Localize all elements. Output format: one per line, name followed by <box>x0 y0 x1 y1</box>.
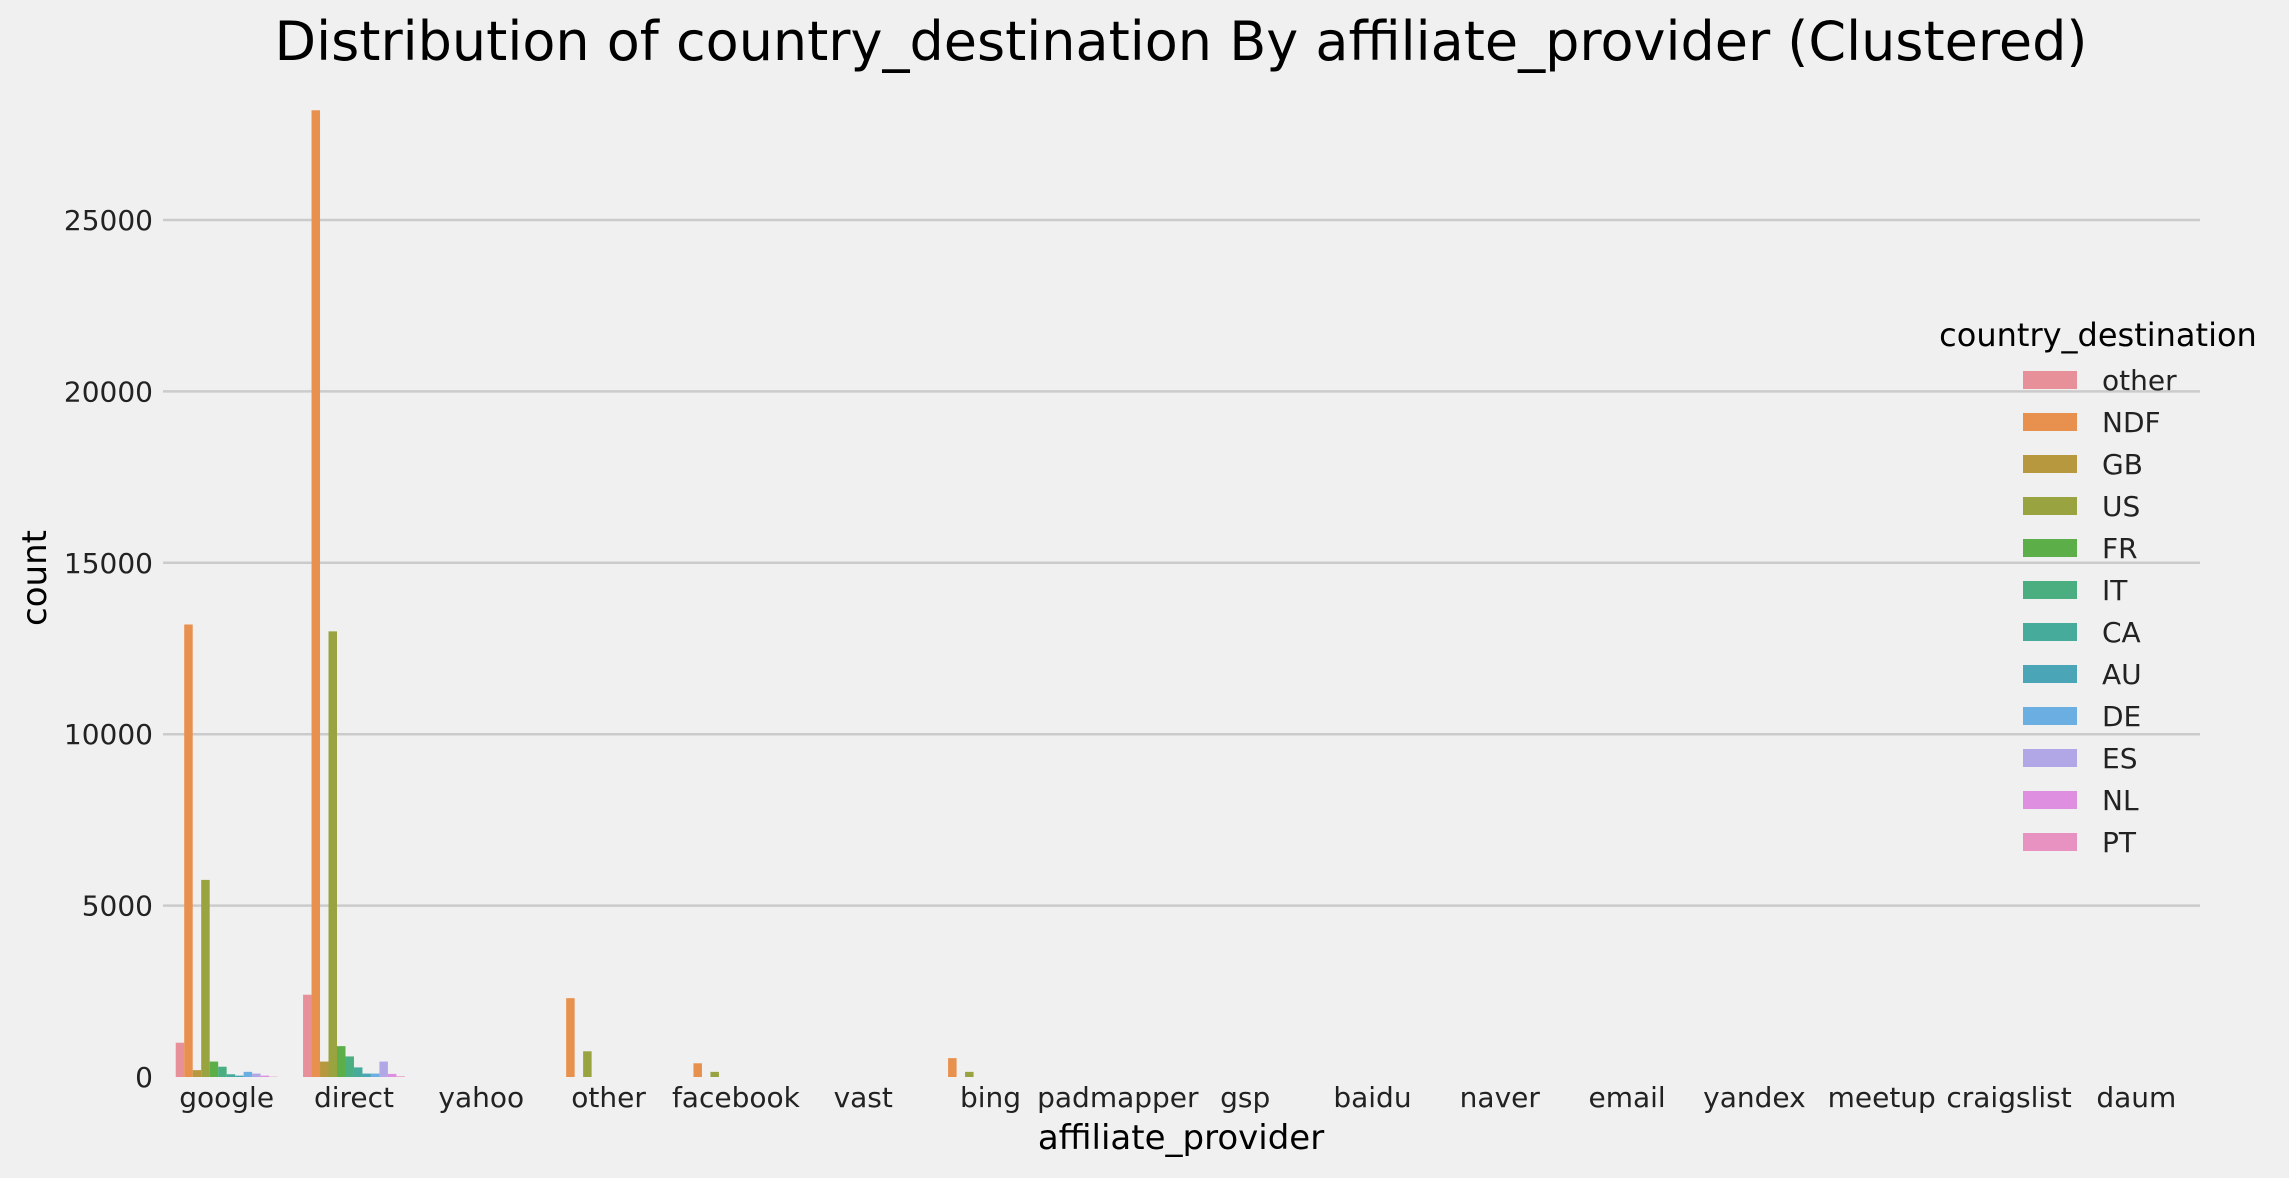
y-tick-label: 10000 <box>64 718 153 751</box>
x-tick-label: yahoo <box>438 1081 524 1114</box>
bar-ES-google <box>252 1073 261 1077</box>
legend-items: other NDF GB US FR IT CA AU DE ES NL PT <box>2023 364 2177 859</box>
bar-DE-direct <box>370 1073 380 1077</box>
grid-layer <box>163 218 2200 907</box>
bar-US-direct <box>328 631 337 1077</box>
bar-FR-direct <box>336 1046 346 1077</box>
legend-label: FR <box>2102 532 2138 565</box>
x-tick-label: naver <box>1460 1081 1541 1114</box>
legend-swatch <box>2023 833 2077 851</box>
legend-swatch <box>2023 539 2077 557</box>
y-tick-label: 0 <box>135 1061 153 1094</box>
legend-swatch <box>2023 623 2077 641</box>
bar-IT-direct <box>345 1056 354 1077</box>
bar-CA-direct <box>353 1067 363 1077</box>
bar-AU-google <box>235 1075 244 1077</box>
legend: country_destination other NDF GB US FR IT CA AU… <box>1939 316 2257 859</box>
legend-label: PT <box>2102 826 2137 859</box>
y-tick-label: 20000 <box>64 375 153 408</box>
y-axis-label: count <box>15 530 55 626</box>
bar-NL-direct <box>387 1073 397 1077</box>
legend-label: US <box>2102 490 2140 523</box>
bar-AU-direct <box>362 1073 371 1077</box>
bar-NDF-facebook <box>693 1063 702 1077</box>
bar-PT-direct <box>396 1076 405 1077</box>
legend-swatch <box>2023 791 2077 809</box>
x-tick-label: craigslist <box>1946 1081 2071 1114</box>
bar-DE-google <box>243 1071 253 1077</box>
x-tick-label: yandex <box>1703 1081 1806 1114</box>
y-tick-label: 15000 <box>64 547 153 580</box>
legend-swatch <box>2023 413 2077 431</box>
x-tick-label: facebook <box>672 1081 801 1114</box>
x-tick-label: email <box>1588 1081 1665 1114</box>
bar-NDF-other <box>566 998 575 1077</box>
bar-other-google <box>175 1042 185 1077</box>
bar-ES-direct <box>379 1061 388 1077</box>
legend-swatch <box>2023 665 2077 683</box>
x-tick-label: daum <box>2096 1081 2176 1114</box>
bar-US-facebook <box>710 1071 719 1077</box>
legend-label: GB <box>2102 448 2143 481</box>
legend-label: NDF <box>2102 406 2161 439</box>
legend-swatch <box>2023 371 2077 389</box>
x-axis-ticks: google direct yahoo other facebook vast bing pa… <box>179 1081 2176 1114</box>
x-tick-label: meetup <box>1828 1081 1936 1114</box>
x-tick-label: padmapper <box>1037 1081 1199 1114</box>
chart-title: Distribution of country_destination By a… <box>275 10 2088 73</box>
legend-label: ES <box>2102 742 2137 775</box>
x-axis-label: affiliate_provider <box>1038 1118 1324 1158</box>
legend-label: AU <box>2102 658 2142 691</box>
legend-swatch <box>2023 455 2077 473</box>
bar-NDF-direct <box>311 110 321 1078</box>
y-tick-label: 25000 <box>64 204 153 237</box>
legend-label: CA <box>2102 616 2141 649</box>
bar-CA-google <box>226 1074 236 1077</box>
x-tick-label: baidu <box>1333 1081 1411 1114</box>
bar-US-bing <box>965 1071 974 1077</box>
legend-label: other <box>2102 364 2177 397</box>
bar-IT-google <box>218 1066 227 1077</box>
bar-FR-google <box>209 1061 219 1077</box>
bar-NDF-bing <box>948 1058 957 1077</box>
bar-US-other <box>583 1051 592 1077</box>
x-tick-label: gsp <box>1220 1081 1270 1114</box>
y-axis-ticks: 0 5000 10000 15000 20000 25000 <box>64 204 153 1094</box>
legend-label: NL <box>2102 784 2139 817</box>
y-tick-label: 5000 <box>82 890 153 923</box>
legend-swatch <box>2023 749 2077 767</box>
legend-title: country_destination <box>1939 316 2257 354</box>
x-tick-label: direct <box>314 1081 394 1114</box>
x-tick-label: other <box>571 1081 646 1114</box>
legend-swatch <box>2023 707 2077 725</box>
legend-label: IT <box>2102 574 2128 607</box>
bar-US-google <box>201 879 210 1077</box>
bar-NL-google <box>260 1075 270 1077</box>
bar-GB-direct <box>320 1061 329 1077</box>
x-tick-label: vast <box>834 1081 893 1114</box>
legend-swatch <box>2023 497 2077 515</box>
x-tick-label: google <box>179 1081 274 1114</box>
bar-other-direct <box>303 994 312 1077</box>
legend-swatch <box>2023 581 2077 599</box>
bar-NDF-google <box>184 624 193 1077</box>
legend-label: DE <box>2102 700 2141 733</box>
bars-layer <box>175 110 974 1078</box>
x-tick-label: bing <box>960 1081 1021 1114</box>
bar-GB-google <box>192 1070 202 1077</box>
